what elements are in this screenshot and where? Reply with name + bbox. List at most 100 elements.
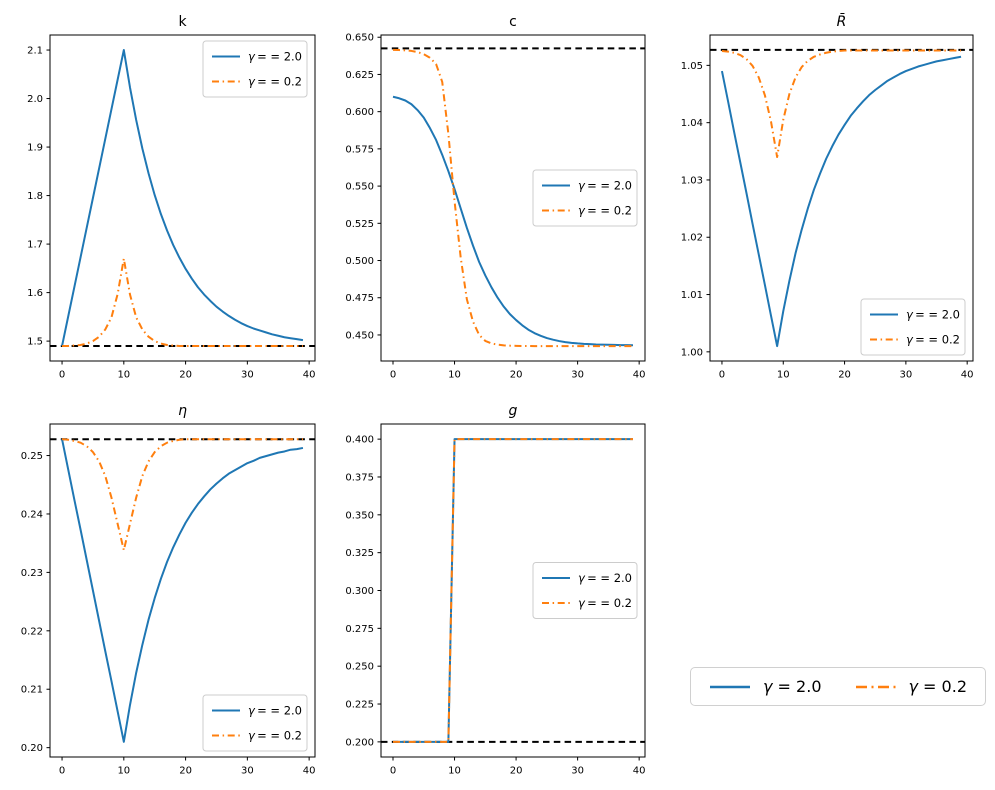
shared-legend-label: γ = 0.2 xyxy=(908,677,968,696)
legend-label-symbol: γ xyxy=(578,571,586,585)
legend: γ = = 2.0γ = = 0.2 xyxy=(532,169,638,227)
legend-item-label: γ = = 2.0 xyxy=(248,50,302,64)
x-tick-label: 30 xyxy=(900,370,913,381)
y-tick-label: 0.21 xyxy=(21,685,43,696)
legend-label-rest: = = 2.0 xyxy=(913,308,960,322)
x-tick-label: 20 xyxy=(179,766,192,777)
legend-label-rest: = = 0.2 xyxy=(585,596,632,610)
y-tick-label: 0.275 xyxy=(345,624,374,635)
legend-label-symbol: γ xyxy=(248,704,256,718)
subplot-title: R̄ xyxy=(837,12,847,30)
y-tick-label: 0.22 xyxy=(21,626,43,637)
legend-item-label: γ = = 0.2 xyxy=(248,75,302,89)
subplot-R̄: R̄ 1.00 1.01 1.02 1.03 1.04 1.05 0 10 20 30 40 γ = =… xyxy=(681,12,974,380)
legend-item-label: γ = = 0.2 xyxy=(906,333,960,347)
subplot-c: c 0.450 0.475 0.500 0.525 0.550 0.575 0.600 0.62… xyxy=(345,14,645,381)
x-tick-label: 0 xyxy=(59,766,65,777)
legend-box xyxy=(860,298,966,356)
x-tick-label: 40 xyxy=(961,370,974,381)
legend-line-sample-dashdot xyxy=(855,685,896,688)
y-tick-label: 1.6 xyxy=(27,288,43,299)
y-tick-label: 0.550 xyxy=(345,182,374,193)
legend-item-label: γ = = 2.0 xyxy=(578,571,632,585)
x-tick-label: 10 xyxy=(117,766,130,777)
axes-spines xyxy=(709,34,974,362)
legend-label-symbol: γ xyxy=(906,333,914,347)
y-tick-label: 0.225 xyxy=(345,700,374,711)
y-tick-label: 1.8 xyxy=(27,191,43,202)
curve-dashdot xyxy=(721,49,962,159)
y-tick-label: 0.500 xyxy=(345,256,374,267)
curve-solid xyxy=(392,95,634,347)
legend-label-rest: = = 2.0 xyxy=(255,50,302,64)
y-tick-label: 1.5 xyxy=(27,337,43,348)
legend-box xyxy=(202,40,308,98)
y-tick-label: 1.03 xyxy=(681,175,703,186)
y-tick-label: 0.525 xyxy=(345,219,374,230)
x-tick-label: 0 xyxy=(390,370,396,381)
legend-label-rest: = = 0.2 xyxy=(255,75,302,89)
x-tick-label: 10 xyxy=(448,370,461,381)
y-tick-label: 0.24 xyxy=(21,509,43,520)
legend-box xyxy=(532,169,638,227)
axes-spines xyxy=(49,423,316,758)
y-tick-label: 2.1 xyxy=(27,46,43,57)
shared-legend-label: γ = 2.0 xyxy=(763,677,822,696)
x-tick-label: 20 xyxy=(510,766,523,777)
curve-solid xyxy=(393,438,633,743)
legend-label-symbol: γ xyxy=(248,729,256,743)
x-tick-label: 30 xyxy=(241,370,254,381)
y-tick-label: 1.04 xyxy=(681,118,703,129)
x-tick-label: 30 xyxy=(571,370,584,381)
y-tick-label: 0.25 xyxy=(21,451,43,462)
y-tick-label: 2.0 xyxy=(27,94,43,105)
subplot-k: k 1.5 1.6 1.7 1.8 1.9 2.0 2.1 0 10 20 30 40 γ = = 2.0… xyxy=(27,14,316,381)
x-tick-label: 10 xyxy=(448,766,461,777)
legend: γ = = 2.0 γ = = 0.2 xyxy=(202,40,308,98)
x-tick-label: 40 xyxy=(303,370,316,381)
legend: γ = = 2.0γ = = 0.2 xyxy=(532,562,638,619)
subplot-η: η 0.20 0.21 0.22 0.23 0.24 0.25 0 10 20 30 40 γ = = … xyxy=(21,403,316,777)
legend-label-rest: = = 0.2 xyxy=(913,333,960,347)
y-tick-label: 0.250 xyxy=(345,662,374,673)
curve-solid xyxy=(720,55,962,348)
curve-solid xyxy=(61,438,304,743)
legend: γ = = 2.0 γ = = 0.2 xyxy=(202,694,308,752)
y-tick-label: 1.05 xyxy=(681,61,703,72)
subplot-title: c xyxy=(509,14,517,30)
axes-spines xyxy=(380,423,646,758)
legend-line-sample-solid xyxy=(710,685,750,688)
y-tick-label: 0.475 xyxy=(345,293,374,304)
legend-box xyxy=(202,694,308,752)
y-tick-label: 1.02 xyxy=(681,233,703,244)
y-tick-label: 0.450 xyxy=(345,330,374,341)
x-tick-label: 20 xyxy=(510,370,523,381)
x-tick-label: 40 xyxy=(633,370,646,381)
legend-item-label: γ = = 0.2 xyxy=(248,729,302,743)
legend-label-symbol: γ xyxy=(578,596,586,610)
curve-dashdot xyxy=(392,48,633,348)
y-tick-label: 0.300 xyxy=(345,586,374,597)
y-tick-label: 0.400 xyxy=(345,435,374,446)
x-tick-label: 30 xyxy=(241,766,254,777)
legend-label-rest: = = 2.0 xyxy=(585,571,632,585)
x-tick-label: 20 xyxy=(179,370,192,381)
legend-label-symbol: γ xyxy=(906,308,914,322)
legend-label-rest: = = 0.2 xyxy=(585,204,632,218)
legend-label-symbol: γ xyxy=(578,179,586,193)
y-tick-label: 0.200 xyxy=(345,737,374,748)
y-tick-label: 0.325 xyxy=(345,548,374,559)
y-tick-label: 0.350 xyxy=(345,510,374,521)
legend-box xyxy=(532,562,638,619)
x-tick-label: 10 xyxy=(117,370,130,381)
legend-label-symbol: γ xyxy=(578,204,586,218)
x-tick-label: 40 xyxy=(633,766,646,777)
x-tick-label: 20 xyxy=(838,370,851,381)
legend-item-label: γ = = 2.0 xyxy=(906,308,960,322)
legend-label-rest: = = 2.0 xyxy=(585,179,632,193)
legend-item-label: γ = = 2.0 xyxy=(248,704,302,718)
shared-legend-entry: γ = 0.2 xyxy=(855,677,968,696)
gamma-symbol: γ xyxy=(908,677,918,696)
